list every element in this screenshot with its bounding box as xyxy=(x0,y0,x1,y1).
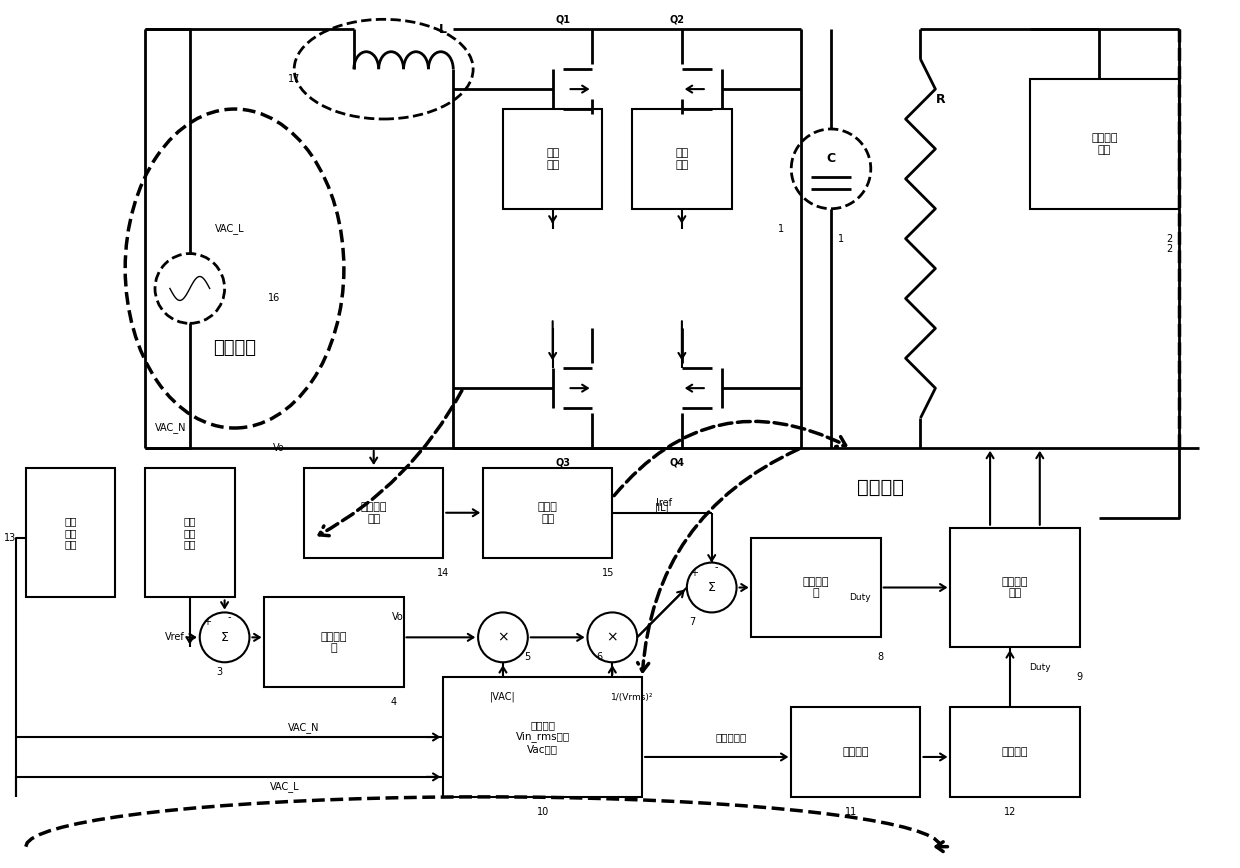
Text: -: - xyxy=(715,562,718,573)
Bar xyxy=(264,597,403,687)
Text: ×: × xyxy=(606,630,618,644)
Text: 16: 16 xyxy=(268,293,280,304)
Text: 电流内环: 电流内环 xyxy=(213,339,255,358)
Circle shape xyxy=(479,613,528,662)
Circle shape xyxy=(791,129,870,208)
Text: +: + xyxy=(202,617,211,628)
Bar xyxy=(791,707,920,797)
Text: VAC_L: VAC_L xyxy=(269,781,299,792)
Text: 输出电压
采样: 输出电压 采样 xyxy=(1091,133,1117,155)
Text: 检测到过零: 检测到过零 xyxy=(715,732,748,742)
Text: 1/(Vrms)²: 1/(Vrms)² xyxy=(611,693,653,701)
Text: Q1: Q1 xyxy=(556,14,570,24)
Text: Vo: Vo xyxy=(273,443,284,453)
Text: 电压环补
偿: 电压环补 偿 xyxy=(321,632,347,653)
Text: Q4: Q4 xyxy=(670,458,684,468)
Text: VAC_L: VAC_L xyxy=(215,223,244,234)
Text: Q3: Q3 xyxy=(556,458,570,468)
Text: 输入
电压
采样: 输入 电压 采样 xyxy=(64,516,77,549)
Text: |IL|: |IL| xyxy=(655,503,670,513)
Text: 15: 15 xyxy=(603,568,615,577)
Circle shape xyxy=(687,562,737,613)
Text: VAC_N: VAC_N xyxy=(289,721,320,733)
Text: ×: × xyxy=(497,630,508,644)
Circle shape xyxy=(155,253,224,324)
Text: |VAC|: |VAC| xyxy=(490,692,516,702)
Circle shape xyxy=(200,613,249,662)
Text: 7: 7 xyxy=(688,617,694,628)
Text: 插入死区: 插入死区 xyxy=(843,747,869,757)
Text: 10: 10 xyxy=(537,806,549,817)
Text: L: L xyxy=(439,23,448,36)
Text: 3: 3 xyxy=(217,667,223,677)
Text: 极性检测
Vin_rms计算
Vac整流: 极性检测 Vin_rms计算 Vac整流 xyxy=(516,720,570,754)
Text: 17: 17 xyxy=(288,74,300,84)
Text: 信号整
流器: 信号整 流器 xyxy=(538,502,558,523)
Bar xyxy=(145,468,234,597)
Text: VAC_N: VAC_N xyxy=(155,423,186,433)
Bar xyxy=(632,109,732,208)
Bar xyxy=(751,537,880,637)
Bar xyxy=(950,707,1080,797)
Text: Vref: Vref xyxy=(165,633,185,642)
Text: C: C xyxy=(826,153,836,166)
Text: Σ: Σ xyxy=(708,581,715,594)
Text: 驱动
信号: 驱动 信号 xyxy=(676,148,688,169)
Text: 5: 5 xyxy=(525,652,531,662)
Text: 栅极驱动
模块: 栅极驱动 模块 xyxy=(1002,576,1028,598)
Circle shape xyxy=(588,613,637,662)
Bar xyxy=(444,677,642,797)
Text: 14: 14 xyxy=(438,568,449,577)
Bar xyxy=(503,109,603,208)
Text: 驱动
信号: 驱动 信号 xyxy=(546,148,559,169)
Text: +: + xyxy=(689,568,698,577)
Text: R: R xyxy=(935,93,945,106)
Text: Q2: Q2 xyxy=(670,14,684,24)
Text: Duty: Duty xyxy=(1029,663,1050,672)
Text: -: - xyxy=(228,613,232,622)
Text: 13: 13 xyxy=(4,533,16,542)
Text: 输入
电压
采样: 输入 电压 采样 xyxy=(184,516,196,549)
Text: 1: 1 xyxy=(838,233,844,244)
Text: 1: 1 xyxy=(779,224,785,233)
Text: 11: 11 xyxy=(844,806,857,817)
Text: Iref: Iref xyxy=(656,497,672,508)
Text: 6: 6 xyxy=(596,652,603,662)
Text: 电流环补
偿: 电流环补 偿 xyxy=(802,576,830,598)
Bar xyxy=(950,528,1080,648)
Text: Vo: Vo xyxy=(392,613,403,622)
Bar xyxy=(484,468,613,557)
Text: 12: 12 xyxy=(1003,806,1016,817)
Text: 双极控制: 双极控制 xyxy=(1002,747,1028,757)
Text: Duty: Duty xyxy=(849,593,870,602)
Text: Σ: Σ xyxy=(221,631,228,644)
Bar xyxy=(304,468,444,557)
Bar xyxy=(1030,79,1179,208)
Text: 8: 8 xyxy=(878,652,884,662)
Bar xyxy=(26,468,115,597)
Text: 9: 9 xyxy=(1076,672,1083,682)
Text: 电感电流
侦测: 电感电流 侦测 xyxy=(361,502,387,523)
Text: 4: 4 xyxy=(391,697,397,707)
Text: 2: 2 xyxy=(1166,233,1172,244)
Text: 2: 2 xyxy=(1166,244,1172,253)
Text: 电压外环: 电压外环 xyxy=(857,478,904,497)
